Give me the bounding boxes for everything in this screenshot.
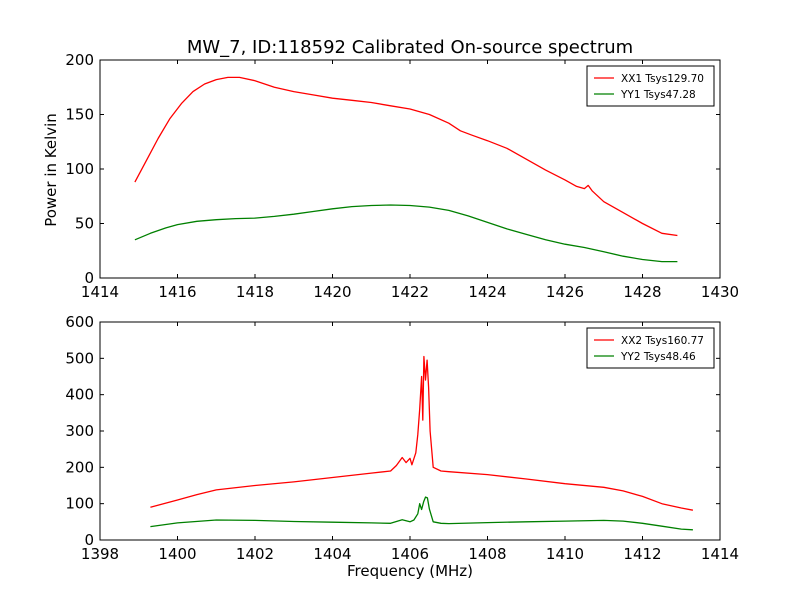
y-tick-label: 50 xyxy=(75,215,94,233)
x-tick-label: 1406 xyxy=(391,545,429,563)
x-tick-label: 1402 xyxy=(236,545,274,563)
legend-label: YY1 Tsys47.28 xyxy=(620,89,696,101)
top-panel: 1414 1416 1418 1420 1422 1424 1426 1428 1430 0 50 1… xyxy=(65,51,739,301)
x-tick-label: 1416 xyxy=(158,283,196,301)
legend-label: YY2 Tsys48.46 xyxy=(620,351,696,363)
x-tick-label: 1428 xyxy=(623,283,661,301)
x-tick-label: 1398 xyxy=(81,545,119,563)
series-line-1-1 xyxy=(150,496,693,531)
x-tick-label: 1430 xyxy=(701,283,739,301)
series-line-0-1 xyxy=(134,204,678,263)
x-tick-label: 1426 xyxy=(546,283,584,301)
y-tick-label: 0 xyxy=(84,531,94,549)
legend-label: XX2 Tsys160.77 xyxy=(621,335,704,347)
x-tick-label: 1408 xyxy=(468,545,506,563)
chart-title: MW_7, ID:118592 Calibrated On-source spe… xyxy=(187,37,633,58)
y-tick-label: 500 xyxy=(65,349,94,367)
legend: XX2 Tsys160.77 YY2 Tsys48.46 xyxy=(586,327,715,369)
y-tick-label: 300 xyxy=(65,422,94,440)
y-axis-label: Power in Kelvin xyxy=(42,113,60,227)
bottom-panel: 1398 1400 1402 1404 1406 1408 1410 1412 1414 0 100… xyxy=(65,313,739,563)
x-tick-label: 1414 xyxy=(81,283,119,301)
y-tick-label: 200 xyxy=(65,458,94,476)
y-tick-label: 0 xyxy=(84,269,94,287)
x-tick-label: 1420 xyxy=(313,283,351,301)
y-tick-label: 200 xyxy=(65,51,94,69)
x-tick-label: 1414 xyxy=(701,545,739,563)
y-tick-label: 600 xyxy=(65,313,94,331)
y-tick-label: 100 xyxy=(65,160,94,178)
legend: XX1 Tsys129.70 YY1 Tsys47.28 xyxy=(586,65,715,107)
x-tick-label: 1412 xyxy=(623,545,661,563)
x-tick-label: 1404 xyxy=(313,545,351,563)
x-tick-label: 1422 xyxy=(391,283,429,301)
x-tick-label: 1424 xyxy=(468,283,506,301)
legend-box xyxy=(586,65,715,107)
y-tick-label: 150 xyxy=(65,106,94,124)
x-tick-label: 1400 xyxy=(158,545,196,563)
series-line-0-0 xyxy=(134,76,678,237)
x-axis-label: Frequency (MHz) xyxy=(347,562,473,580)
legend-box xyxy=(586,327,715,369)
y-tick-label: 400 xyxy=(65,386,94,404)
x-tick-label: 1410 xyxy=(546,545,584,563)
series-line-1-0 xyxy=(150,355,694,511)
x-tick-label: 1418 xyxy=(236,283,274,301)
legend-label: XX1 Tsys129.70 xyxy=(621,73,704,85)
y-tick-label: 100 xyxy=(65,495,94,513)
